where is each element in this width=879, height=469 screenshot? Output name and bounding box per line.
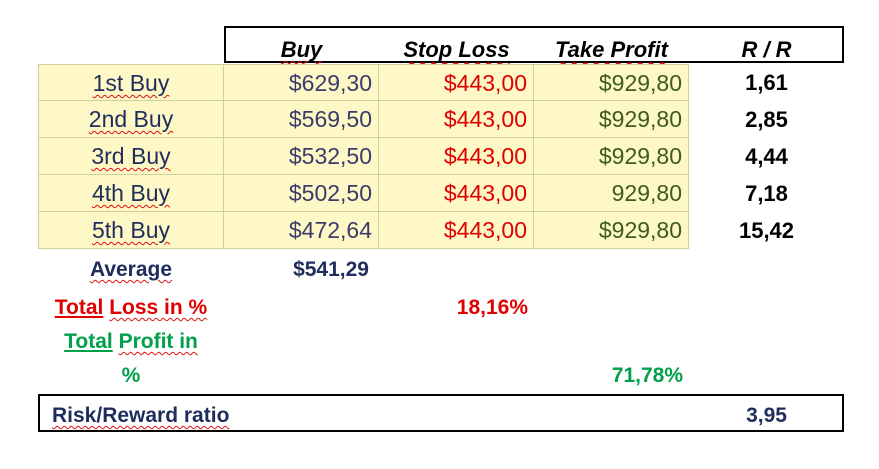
- stop-loss-price: $443,00: [379, 138, 534, 175]
- row-label: 2nd Buy: [38, 101, 224, 138]
- rr-value: 7,18: [745, 181, 788, 206]
- header-box: [224, 26, 844, 63]
- buy-price: $502,50: [224, 175, 379, 212]
- stop-loss-price: $443,00: [379, 212, 534, 249]
- buy-price: $569,50: [224, 101, 379, 138]
- take-profit-price: 929,80: [534, 175, 689, 212]
- row-label: 1st Buy: [38, 64, 224, 101]
- risk-reward-label: Risk/Reward ratio: [52, 404, 230, 427]
- row-label: 5th Buy: [38, 212, 224, 249]
- stop-loss-price: $443,00: [379, 175, 534, 212]
- average-value: $541,29: [293, 258, 369, 281]
- risk-reward-box: [38, 394, 844, 432]
- header-rr: R / R: [741, 37, 792, 62]
- header-stop-loss: Stop Loss: [403, 37, 510, 62]
- stop-loss-price: $443,00: [379, 64, 534, 101]
- take-profit-price: $929,80: [534, 138, 689, 175]
- take-profit-price: $929,80: [534, 212, 689, 249]
- rr-value: 2,85: [745, 107, 788, 132]
- buy-price: $472,64: [224, 212, 379, 249]
- buy-price: $532,50: [224, 138, 379, 175]
- rr-value: 15,42: [738, 218, 795, 243]
- total-loss-value: 18,16%: [456, 296, 528, 319]
- rr-value: 4,44: [745, 144, 788, 169]
- row-label: 4th Buy: [38, 175, 224, 212]
- header-buy: Buy: [280, 37, 323, 62]
- total-profit-label: Total Profit in: [64, 330, 198, 353]
- risk-reward-value: 3,95: [746, 404, 787, 427]
- total-profit-label-cont: %: [121, 364, 141, 387]
- buy-price: $629,30: [224, 64, 379, 101]
- stop-loss-price: $443,00: [379, 101, 534, 138]
- row-label: 3rd Buy: [38, 138, 224, 175]
- total-loss-label: Total Loss in %: [54, 296, 208, 319]
- header-take-profit: Take Profit: [555, 37, 668, 62]
- total-profit-value: 71,78%: [611, 364, 683, 387]
- average-label: Average: [89, 258, 173, 281]
- take-profit-price: $929,80: [534, 101, 689, 138]
- rr-value: 1,61: [745, 70, 788, 95]
- take-profit-price: $929,80: [534, 64, 689, 101]
